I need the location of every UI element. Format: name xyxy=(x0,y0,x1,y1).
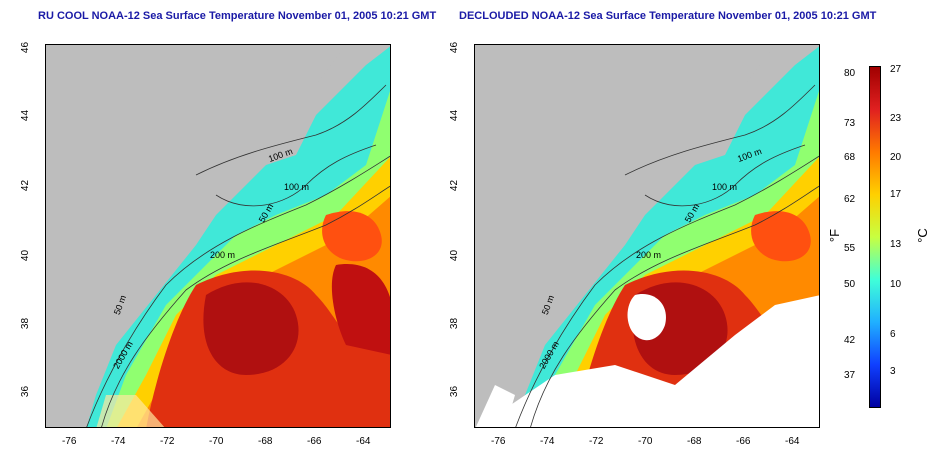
colorbar-c-label: 13 xyxy=(890,239,902,250)
lon-tick: -66 xyxy=(307,436,322,447)
lon-tick: -66 xyxy=(736,436,751,447)
lat-tick: 38 xyxy=(20,317,32,330)
lon-tick: -72 xyxy=(160,436,175,447)
colorbar-c-label: 10 xyxy=(890,279,902,290)
lat-tick: 44 xyxy=(449,109,461,122)
contour-label: 200 m xyxy=(210,250,236,260)
colorbar-f-label: 42 xyxy=(844,335,856,346)
lat-tick: 40 xyxy=(20,249,32,262)
lon-tick: -74 xyxy=(540,436,555,447)
lon-tick: -70 xyxy=(638,436,653,447)
lon-tick: -76 xyxy=(62,436,77,447)
unit-celsius: °C xyxy=(914,228,930,243)
colorbar-c-label: 23 xyxy=(890,113,902,124)
lat-tick: 36 xyxy=(20,385,32,398)
contour-label: 100 m xyxy=(284,182,310,192)
colorbar-f-label: 55 xyxy=(844,243,856,254)
colorbar-c-label: 27 xyxy=(890,64,902,75)
lon-tick: -70 xyxy=(209,436,224,447)
lon-tick: -68 xyxy=(687,436,702,447)
colorbar-c-label: 6 xyxy=(890,329,896,340)
lon-tick: -68 xyxy=(258,436,273,447)
lon-tick: -74 xyxy=(111,436,126,447)
sst-map-raw xyxy=(45,44,391,428)
colorbar-c-label: 17 xyxy=(890,189,902,200)
panel-right-title: DECLOUDED NOAA-12 Sea Surface Temperatur… xyxy=(459,10,877,22)
lon-tick: -64 xyxy=(785,436,800,447)
lat-tick: 42 xyxy=(20,179,32,192)
lat-tick: 44 xyxy=(20,109,32,122)
colorbar-f-label: 37 xyxy=(844,370,856,381)
unit-fahrenheit: °F xyxy=(827,228,843,243)
lon-tick: -64 xyxy=(356,436,371,447)
lat-tick: 46 xyxy=(449,41,461,54)
lat-tick: 38 xyxy=(449,317,461,330)
colorbar-f-label: 68 xyxy=(844,152,856,163)
sst-map-declouded xyxy=(474,44,820,428)
colorbar-f-label: 62 xyxy=(844,194,856,205)
colorbar-c-label: 3 xyxy=(890,366,896,377)
colorbar-f-label: 50 xyxy=(844,279,856,290)
lat-tick: 36 xyxy=(449,385,461,398)
colorbar-f-label: 80 xyxy=(844,68,856,79)
contour-label: 200 m xyxy=(636,250,662,260)
lat-tick: 42 xyxy=(449,179,461,192)
lon-tick: -76 xyxy=(491,436,506,447)
contour-label: 100 m xyxy=(712,182,738,192)
lat-tick: 40 xyxy=(449,249,461,262)
lat-tick: 46 xyxy=(20,41,32,54)
colorbar-f-label: 73 xyxy=(844,118,856,129)
colorbar-c-label: 20 xyxy=(890,152,902,163)
lon-tick: -72 xyxy=(589,436,604,447)
panel-left-title: RU COOL NOAA-12 Sea Surface Temperature … xyxy=(38,10,437,22)
colorbar xyxy=(869,66,881,408)
